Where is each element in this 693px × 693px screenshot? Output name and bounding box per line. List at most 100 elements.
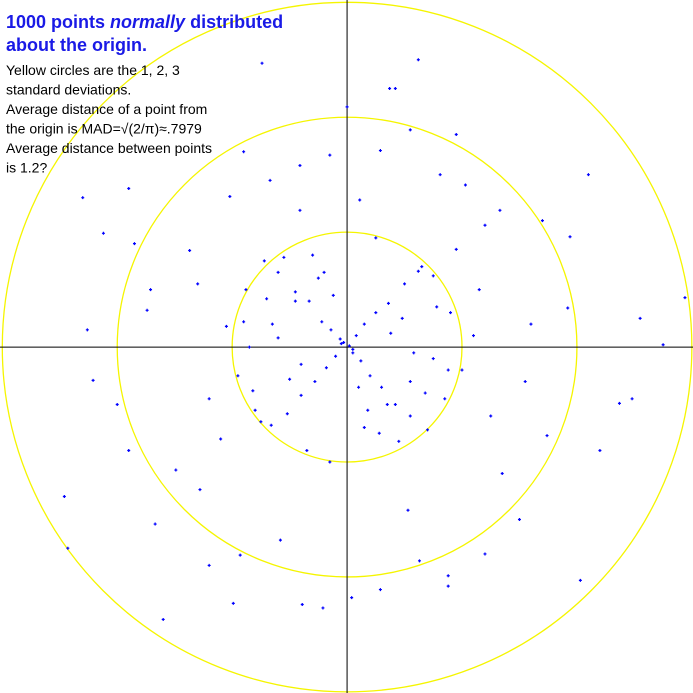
point — [293, 299, 297, 303]
point — [500, 471, 504, 475]
point — [127, 186, 131, 190]
point — [446, 584, 450, 588]
point — [276, 336, 280, 340]
point — [661, 343, 665, 347]
point — [288, 377, 292, 381]
point — [196, 282, 200, 286]
point — [260, 61, 264, 65]
chart-title: 1000 points normally distributed — [6, 12, 283, 32]
point — [207, 563, 211, 567]
point — [358, 198, 362, 202]
point — [354, 334, 358, 338]
point — [498, 208, 502, 212]
point — [408, 128, 412, 132]
point — [483, 552, 487, 556]
point — [568, 235, 572, 239]
point — [305, 449, 309, 453]
point — [259, 420, 263, 424]
point — [403, 282, 407, 286]
point — [299, 393, 303, 397]
point — [359, 359, 363, 363]
point — [198, 488, 202, 492]
point — [408, 380, 412, 384]
note-line: the origin is MAD=√(2/π)≈.7979 — [6, 121, 202, 137]
point — [207, 397, 211, 401]
point — [412, 351, 416, 355]
point — [228, 195, 232, 199]
point — [385, 403, 389, 407]
point — [397, 439, 401, 443]
point — [416, 58, 420, 62]
point — [489, 414, 493, 418]
point — [368, 374, 372, 378]
note-line: is 1.2? — [6, 160, 47, 176]
point — [282, 255, 286, 259]
point — [529, 322, 533, 326]
point — [247, 345, 251, 349]
point — [322, 270, 326, 274]
point — [351, 347, 355, 351]
point — [523, 380, 527, 384]
point — [357, 385, 361, 389]
point — [378, 149, 382, 153]
point — [278, 538, 282, 542]
point — [426, 428, 430, 432]
point — [269, 423, 273, 427]
point — [328, 153, 332, 157]
point — [374, 311, 378, 315]
point — [393, 86, 397, 90]
point — [253, 408, 257, 412]
point — [386, 301, 390, 305]
point — [362, 322, 366, 326]
title-part: 1000 points — [6, 12, 110, 32]
point — [251, 389, 255, 393]
point — [334, 354, 338, 358]
point — [351, 351, 355, 355]
point — [270, 322, 274, 326]
point — [449, 311, 453, 315]
point — [219, 437, 223, 441]
point — [331, 293, 335, 297]
point — [174, 468, 178, 472]
point — [438, 173, 442, 177]
point — [313, 380, 317, 384]
point — [378, 588, 382, 592]
point — [471, 334, 475, 338]
point — [350, 596, 354, 600]
notes: Yellow circles are the 1, 2, 3 standard d… — [6, 62, 212, 176]
point — [446, 574, 450, 578]
point — [101, 231, 105, 235]
point — [362, 426, 366, 430]
point — [517, 517, 521, 521]
point — [265, 297, 269, 301]
point — [443, 397, 447, 401]
point — [132, 242, 136, 246]
point — [285, 412, 289, 416]
point — [115, 403, 119, 407]
point — [586, 173, 590, 177]
point — [328, 460, 332, 464]
point — [66, 546, 70, 550]
point — [578, 578, 582, 582]
point — [400, 316, 404, 320]
point — [431, 357, 435, 361]
point — [231, 601, 235, 605]
point — [307, 299, 311, 303]
point — [342, 340, 346, 344]
point — [329, 328, 333, 332]
point — [324, 366, 328, 370]
point — [345, 105, 349, 109]
point — [298, 208, 302, 212]
point — [683, 296, 687, 300]
point — [406, 508, 410, 512]
title-part: distributed — [185, 12, 283, 32]
point — [423, 391, 427, 395]
point — [446, 368, 450, 372]
point — [483, 223, 487, 227]
point — [408, 414, 412, 418]
point — [238, 553, 242, 557]
point — [224, 324, 228, 328]
point — [380, 385, 384, 389]
